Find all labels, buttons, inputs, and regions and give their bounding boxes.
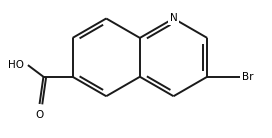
- Text: N: N: [170, 14, 177, 23]
- Text: HO: HO: [8, 60, 24, 70]
- Text: O: O: [35, 110, 44, 120]
- Text: Br: Br: [242, 72, 254, 82]
